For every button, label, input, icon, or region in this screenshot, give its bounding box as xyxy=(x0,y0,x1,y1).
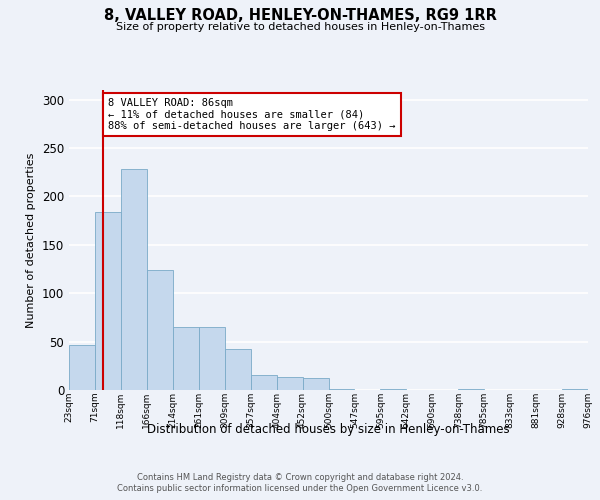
Bar xyxy=(121,170,147,390)
Bar xyxy=(173,327,199,390)
Bar xyxy=(147,270,173,390)
Bar xyxy=(251,374,277,390)
Bar xyxy=(380,389,406,390)
Text: 8 VALLEY ROAD: 86sqm
← 11% of detached houses are smaller (84)
88% of semi-detac: 8 VALLEY ROAD: 86sqm ← 11% of detached h… xyxy=(108,98,395,131)
Text: Size of property relative to detached houses in Henley-on-Thames: Size of property relative to detached ho… xyxy=(115,22,485,32)
Text: 8, VALLEY ROAD, HENLEY-ON-THAMES, RG9 1RR: 8, VALLEY ROAD, HENLEY-ON-THAMES, RG9 1R… xyxy=(104,8,496,22)
Bar xyxy=(95,212,121,390)
Text: Contains HM Land Registry data © Crown copyright and database right 2024.: Contains HM Land Registry data © Crown c… xyxy=(137,472,463,482)
Y-axis label: Number of detached properties: Number of detached properties xyxy=(26,152,37,328)
Bar xyxy=(329,389,355,390)
Bar xyxy=(458,389,484,390)
Bar xyxy=(199,327,224,390)
Text: Contains public sector information licensed under the Open Government Licence v3: Contains public sector information licen… xyxy=(118,484,482,493)
Bar xyxy=(277,378,302,390)
Bar xyxy=(302,378,329,390)
Bar xyxy=(225,350,251,390)
Bar xyxy=(69,344,95,390)
Text: Distribution of detached houses by size in Henley-on-Thames: Distribution of detached houses by size … xyxy=(148,422,510,436)
Bar xyxy=(562,389,588,390)
